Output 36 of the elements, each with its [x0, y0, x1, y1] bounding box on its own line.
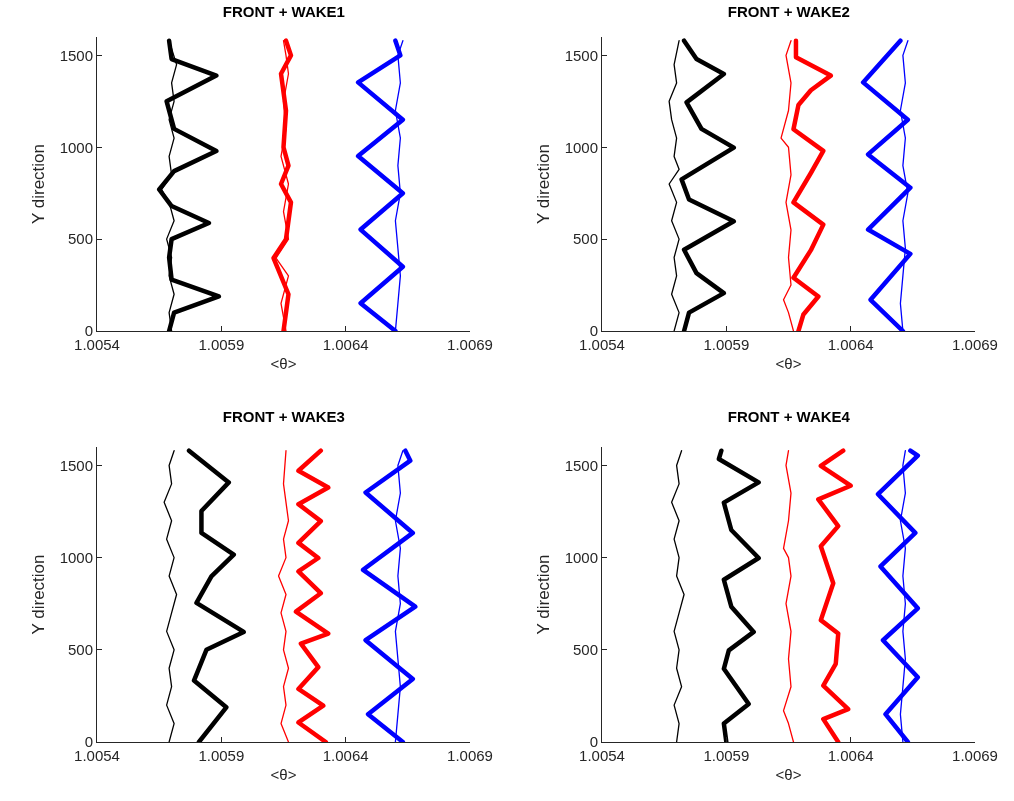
y-tick-label: 500: [67, 230, 93, 248]
x-tick-label: 1.0064: [322, 336, 369, 353]
chart-title: FRONT + WAKE2: [727, 2, 850, 20]
x-tick-label: 1.0059: [198, 336, 245, 353]
x-tick-label: 1.0069: [952, 747, 998, 764]
y-tick-label: 500: [572, 230, 598, 248]
y-tick-label: 1000: [564, 548, 598, 566]
x-tick-label: 1.0064: [827, 747, 874, 764]
y-axis-title: Y direction: [29, 143, 49, 225]
y-tick-label: 500: [572, 641, 598, 659]
chart-title: FRONT + WAKE4: [727, 407, 851, 425]
x-tick-label: 1.0069: [952, 336, 998, 353]
y-tick-label: 1500: [59, 46, 93, 64]
chart-title: FRONT + WAKE3: [222, 407, 345, 425]
y-tick-label: 1500: [59, 456, 93, 474]
x-axis-title: <θ>: [270, 355, 297, 372]
y-tick-label: 1000: [564, 138, 598, 156]
x-tick-label: 1.0059: [198, 747, 245, 764]
x-axis-title: <θ>: [775, 355, 802, 372]
x-tick-label: 1.0069: [447, 747, 493, 764]
x-tick-label: 1.0059: [703, 336, 750, 353]
x-axis-title: <θ>: [270, 766, 297, 783]
x-tick-label: 1.0064: [827, 336, 874, 353]
y-tick-label: 500: [67, 641, 93, 659]
x-tick-label: 1.0064: [322, 747, 369, 764]
y-tick-label: 1000: [59, 138, 93, 156]
y-tick-label: 1500: [564, 456, 598, 474]
x-tick-label: 1.0069: [447, 336, 493, 353]
chart-title: FRONT + WAKE1: [222, 2, 345, 20]
y-tick-label: 1500: [564, 46, 598, 64]
y-axis-title: Y direction: [534, 554, 554, 635]
x-tick-label: 1.0059: [703, 747, 750, 764]
y-tick-label: 1000: [59, 548, 93, 566]
x-axis-title: <θ>: [775, 766, 802, 783]
y-axis-title: Y direction: [534, 143, 554, 225]
y-axis-title: Y direction: [29, 554, 49, 635]
